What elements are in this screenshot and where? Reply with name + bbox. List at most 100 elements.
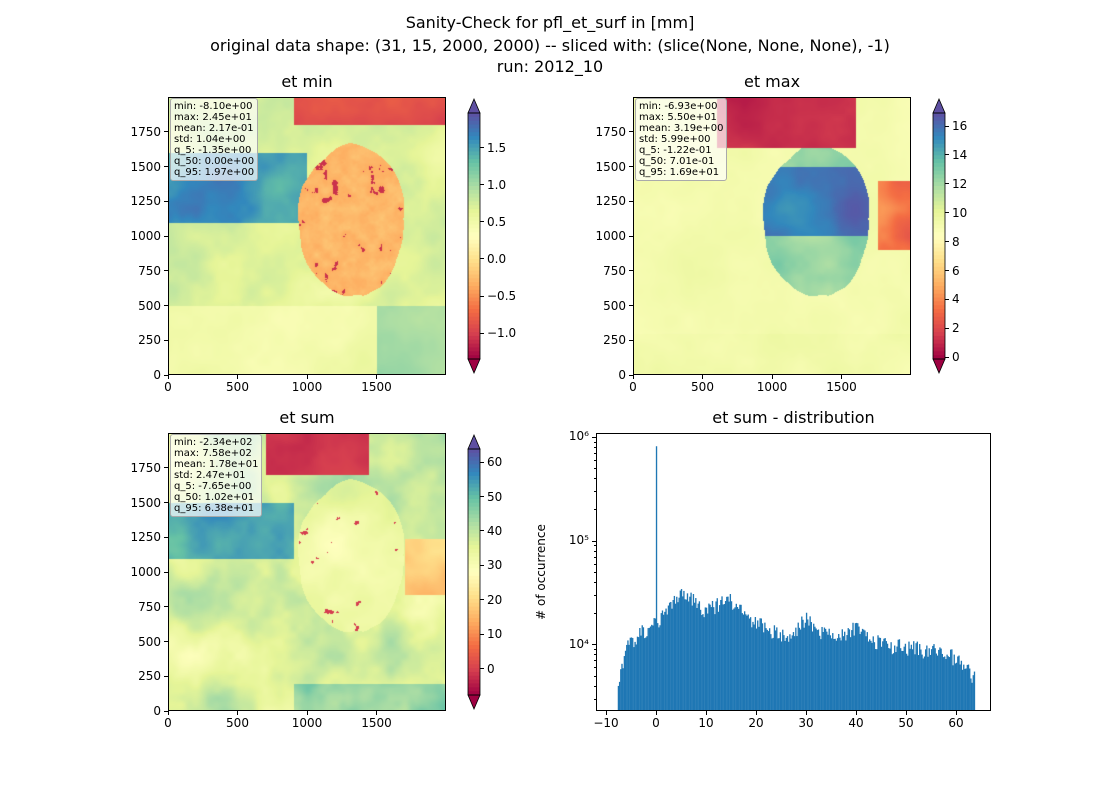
y-tick-label: 1750 [595,124,626,139]
histogram-bar [655,446,658,711]
colorbar-segment [468,498,480,504]
histogram-bar [674,603,677,711]
colorbar-segment [468,178,480,183]
colorbar-segment [468,197,480,203]
colorbar-segment [468,309,480,314]
y-minor-tick [594,571,596,573]
y-tick-mark [164,131,168,133]
colorbar-segment [468,552,480,558]
colorbar-segment [468,170,480,176]
histogram-bar [768,628,771,711]
stats-line: max: 5.50e+01 [639,112,717,123]
stats-line: q_5: -7.65e+00 [174,481,252,492]
histogram-bar [666,614,668,711]
x-tick-label: 10 [698,716,714,730]
colorbar-tick-mark [945,241,949,243]
colorbar-tick-mark [945,270,949,272]
colorbar-tick-mark [945,183,949,185]
colorbar-tick-mark [480,332,484,334]
y-tick-mark [629,339,633,341]
histogram-bar [880,646,883,711]
colorbar-segment [468,147,480,153]
histogram-bar [865,636,867,711]
stats-line: mean: 1.78e+01 [174,459,259,470]
colorbar-segment [933,216,945,222]
histogram-bar [944,656,946,711]
histogram-bar [809,616,811,711]
colorbar-tick-label: 50 [487,489,503,504]
histogram-bar [888,648,890,711]
colorbar-segment [933,320,945,326]
histogram-bar [780,641,783,711]
histogram-bar [617,685,620,711]
colorbar-segment [468,324,480,329]
y-tick-mark [164,339,168,341]
histogram-bar [720,599,722,711]
histogram-bar [739,604,741,711]
histogram-bar [816,630,818,711]
colorbar-segment [933,278,945,283]
x-tick-label: 0 [652,716,660,730]
y-minor-tick [594,556,596,558]
histogram-bar [651,624,653,711]
colorbar-segment [468,629,480,635]
colorbar-segment [468,472,480,477]
histogram-bar [693,602,696,711]
histogram-bar [753,624,755,711]
histogram-bar [697,603,699,711]
histogram-bar [897,639,899,711]
colorbar-segment [468,120,480,126]
colorbar-segment [468,186,480,191]
x-tick-mark [376,711,377,715]
histogram-bar [793,636,796,711]
histogram-bar [851,630,853,711]
histogram-bar [676,596,678,711]
histogram-bar [686,593,689,711]
colorbar-segment [468,166,480,172]
histogram-bar [898,639,901,711]
histogram-bar [735,603,737,711]
histogram-bar [673,595,676,711]
y-tick-mark [164,675,168,677]
colorbar-segment [468,625,480,631]
histogram-bar [936,655,939,711]
histogram-bar [873,642,876,711]
stats-box: min: -8.10e+00 max: 2.45e+01 mean: 2.17e-0… [170,98,259,181]
histogram-bar [623,656,626,711]
y-tick-mark [164,606,168,608]
colorbar-tick-mark [480,147,484,149]
histogram-bar [785,637,787,711]
histogram-bar [718,605,721,711]
colorbar-segment [468,487,480,492]
colorbar-tick-mark [945,327,949,329]
colorbar-segment [933,266,945,272]
histogram-bar [672,599,674,711]
colorbar-extend-min [467,694,481,711]
histogram-bar [804,622,807,711]
histogram-bar [938,649,940,711]
histogram-bar [932,645,934,711]
colorbar-segment [468,224,480,229]
histogram-bar [680,589,683,711]
histogram-bar [921,654,923,711]
histogram-bar [833,639,835,711]
histogram-bar [890,642,892,711]
histogram-bar [636,636,639,711]
colorbar-tick-label: 1.5 [487,140,507,155]
histogram-bar [754,617,757,711]
y-minor-tick [594,675,596,677]
histogram-bar [633,647,635,711]
colorbar-extend-max [932,97,946,114]
histogram-bar [885,641,888,711]
histogram-bar [835,640,838,711]
colorbar-segment [468,278,480,283]
y-tick-label: 0 [153,368,161,382]
x-tick-mark [237,375,238,379]
colorbar-segment [468,151,480,156]
histogram-bar [652,625,654,711]
colorbar-segment [468,575,480,581]
x-tick-mark [755,711,757,715]
histogram-bar [805,612,808,711]
histogram-bar [620,669,622,711]
colorbar-segment [468,143,480,149]
